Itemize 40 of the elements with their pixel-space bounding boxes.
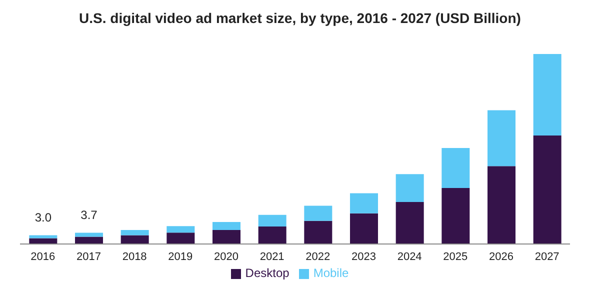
bar xyxy=(258,214,286,227)
bar xyxy=(350,213,378,244)
annotation: 3.7 xyxy=(80,208,98,222)
chart-title: U.S. digital video ad market size, by type, 2016 - 2027 (USD Billion) xyxy=(78,9,522,28)
x-tick-label: 2026 xyxy=(489,250,514,263)
x-tick-label: 2019 xyxy=(168,250,193,263)
x-tick-label: 2017 xyxy=(76,250,101,263)
x-tick-label: 2022 xyxy=(306,250,330,263)
bar xyxy=(75,236,103,244)
legend-label: Mobile xyxy=(313,266,349,280)
bar xyxy=(442,148,470,188)
bar xyxy=(212,230,240,244)
x-tick-label: 2023 xyxy=(352,250,376,263)
bar xyxy=(488,110,516,166)
annotation: 3.0 xyxy=(34,210,52,224)
bar xyxy=(166,226,195,233)
bar xyxy=(488,166,516,244)
x-tick-label: 2027 xyxy=(534,250,560,263)
x-tick-label: 2024 xyxy=(397,250,422,263)
x-tick-label: 2016 xyxy=(30,250,56,263)
x-tick-label: 2020 xyxy=(214,250,238,263)
bar xyxy=(304,220,332,244)
bar xyxy=(442,188,470,244)
bar xyxy=(29,235,58,238)
bar xyxy=(304,206,332,221)
bar xyxy=(533,136,562,244)
bar xyxy=(166,232,195,244)
bar xyxy=(212,222,240,230)
bar xyxy=(350,193,378,214)
legend-label: Desktop xyxy=(245,266,290,280)
bar xyxy=(533,54,562,136)
bar xyxy=(258,226,286,244)
bar xyxy=(396,174,424,202)
bar xyxy=(120,230,149,236)
x-tick-label: 2018 xyxy=(122,250,147,263)
bar xyxy=(75,232,103,237)
x-tick-label: 2025 xyxy=(443,250,468,263)
x-tick-label: 2021 xyxy=(260,250,284,263)
bar xyxy=(396,202,424,244)
bar xyxy=(120,235,149,244)
